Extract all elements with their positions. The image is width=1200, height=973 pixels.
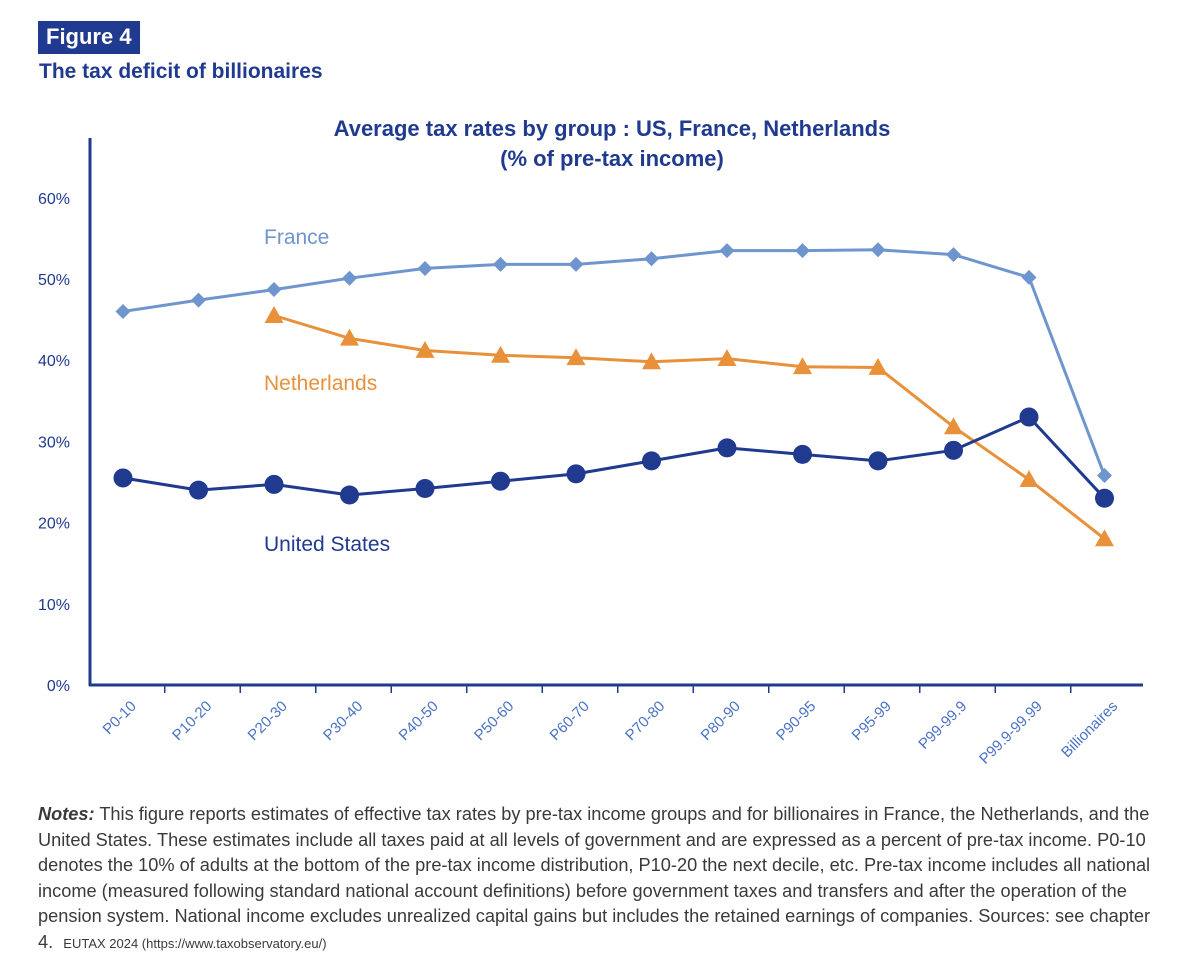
data-point: [264, 306, 284, 323]
x-tick-label: P90-95: [773, 698, 819, 744]
x-tick-label: P20-30: [245, 698, 291, 744]
y-tick-label: 20%: [38, 516, 70, 533]
data-point: [189, 480, 208, 500]
series-line: [273, 314, 1106, 540]
data-point: [868, 451, 888, 471]
data-point: [642, 451, 661, 471]
data-point: [717, 438, 737, 458]
data-point: [491, 345, 510, 363]
data-point: [944, 417, 963, 435]
x-tick-label: P60-70: [547, 698, 593, 744]
chart-title: Average tax rates by group : US, France,…: [334, 116, 891, 141]
x-tick-label: P99-99.9: [915, 698, 970, 753]
data-point: [644, 251, 659, 267]
data-point: [417, 260, 433, 276]
data-point: [342, 270, 357, 286]
series-line: [122, 415, 1106, 500]
data-point: [1021, 269, 1037, 285]
data-point: [415, 340, 435, 358]
data-point: [944, 440, 963, 460]
data-point: [1019, 407, 1039, 427]
data-point: [946, 247, 961, 263]
data-point: [1095, 488, 1114, 508]
data-point: [493, 256, 508, 272]
y-tick-label: 0%: [47, 678, 70, 695]
data-point: [491, 471, 510, 491]
figure-badge: Figure 4: [38, 21, 140, 54]
figure-subtitle: The tax deficit of billionaires: [39, 60, 323, 83]
x-tick-label: Billionaires: [1058, 698, 1121, 761]
data-point: [415, 478, 435, 498]
y-tick-label: 10%: [38, 597, 70, 614]
series-united-states: United States: [113, 407, 1114, 556]
notes-source: EUTAX 2024 (https://www.taxobservatory.e…: [63, 935, 327, 951]
notes: Notes: This figure reports estimates of …: [38, 802, 1153, 956]
data-point: [870, 242, 886, 258]
series-line: [122, 248, 1106, 477]
data-point: [795, 243, 810, 259]
notes-text: This figure reports estimates of effecti…: [38, 804, 1151, 952]
data-point: [340, 328, 359, 346]
x-tick-label: P70-80: [622, 698, 668, 744]
series-label: United States: [264, 533, 390, 556]
data-point: [868, 358, 888, 375]
y-tick-label: 40%: [38, 353, 70, 370]
series-label: France: [264, 226, 329, 249]
data-point: [568, 256, 584, 272]
series-layer: France Netherlands United States: [113, 226, 1114, 556]
data-point: [719, 243, 735, 259]
data-point: [793, 444, 812, 464]
axes: 0% 10% 20% 30% 40% 50% 60% P0-10 P10-20 P20-30 P30…: [38, 138, 1143, 768]
notes-label: Notes:: [38, 804, 95, 824]
data-point: [113, 468, 133, 488]
x-tick-label: P50-60: [471, 698, 517, 744]
data-point: [566, 464, 586, 484]
x-tick-label: P0-10: [100, 698, 140, 738]
x-tick-label: P30-40: [320, 698, 366, 744]
y-tick-label: 50%: [38, 272, 70, 289]
x-tick-label: P40-50: [396, 698, 442, 744]
x-tick-label: P99.9-99.99: [976, 698, 1046, 768]
series-netherlands: Netherlands: [264, 306, 1114, 547]
data-point: [717, 349, 737, 366]
x-tick-label: P80-90: [698, 698, 744, 744]
data-point: [340, 485, 359, 505]
chart-subtitle: (% of pre-tax income): [500, 146, 724, 171]
series-label: Netherlands: [264, 372, 377, 395]
x-tick-label: P10-20: [169, 698, 215, 744]
data-point: [266, 282, 282, 298]
y-tick-label: 60%: [38, 191, 70, 208]
data-point: [191, 292, 206, 308]
series-france: France: [115, 226, 1112, 484]
x-tick-label: P95-99: [849, 698, 895, 744]
data-point: [1095, 529, 1114, 547]
data-point: [793, 357, 812, 375]
data-point: [1097, 468, 1112, 484]
data-point: [642, 352, 661, 370]
data-point: [1019, 470, 1039, 487]
line-chart: Average tax rates by group : US, France,…: [38, 116, 1143, 768]
data-point: [566, 348, 586, 366]
y-tick-label: 30%: [38, 434, 70, 451]
data-point: [115, 303, 131, 319]
data-point: [264, 474, 284, 494]
